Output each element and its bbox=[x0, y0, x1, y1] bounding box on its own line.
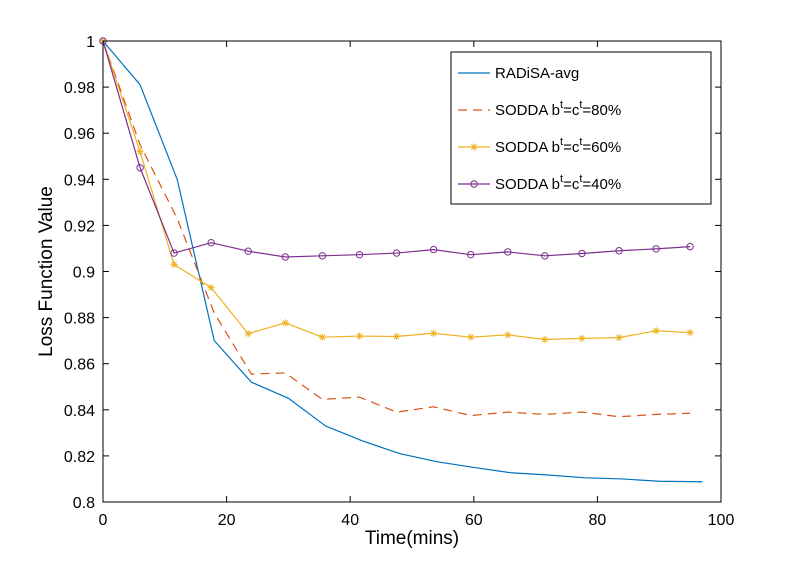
y-tick-label: 0.88 bbox=[64, 311, 95, 328]
x-tick-label: 0 bbox=[99, 512, 108, 529]
x-tick-label: 80 bbox=[589, 512, 607, 529]
data-point bbox=[467, 333, 475, 341]
legend-marker bbox=[470, 143, 478, 151]
legend-label: RADiSA-avg bbox=[495, 65, 579, 82]
data-point bbox=[652, 327, 660, 335]
data-point bbox=[578, 249, 586, 258]
data-point bbox=[615, 334, 623, 342]
data-point bbox=[392, 332, 401, 341]
data-point bbox=[136, 164, 144, 172]
data-point bbox=[244, 330, 252, 338]
data-point bbox=[615, 247, 623, 255]
x-axis-title: Time(mins) bbox=[365, 528, 459, 549]
data-point bbox=[207, 238, 215, 247]
data-point bbox=[541, 252, 549, 260]
data-point bbox=[652, 245, 660, 253]
y-tick-label: 0.82 bbox=[64, 449, 95, 466]
data-point bbox=[686, 328, 694, 337]
legend-label: SODDA bt=ct=60% bbox=[495, 136, 621, 156]
data-point bbox=[318, 333, 326, 341]
legend-entry: SODDA bt=ct=80% bbox=[458, 99, 621, 119]
series-3 bbox=[99, 37, 694, 344]
y-tick-label: 0.96 bbox=[64, 126, 95, 143]
data-point bbox=[136, 148, 144, 156]
data-point bbox=[355, 332, 364, 340]
y-tick-label: 1 bbox=[86, 34, 95, 51]
data-point bbox=[429, 245, 438, 254]
data-point bbox=[281, 253, 290, 261]
legend-entry: SODDA bt=ct=60% bbox=[458, 136, 621, 156]
y-tick-label: 0.94 bbox=[64, 172, 95, 189]
data-point bbox=[686, 242, 694, 251]
data-point bbox=[355, 250, 364, 259]
series-1 bbox=[102, 40, 703, 483]
data-point bbox=[207, 284, 215, 292]
data-point bbox=[392, 249, 401, 257]
x-tick-label: 60 bbox=[465, 512, 483, 529]
data-point bbox=[541, 335, 549, 344]
x-tick-labels: 0 20 40 60 80 100 bbox=[99, 512, 735, 529]
data-point bbox=[578, 334, 586, 342]
data-point bbox=[244, 247, 252, 255]
x-tick-label: 100 bbox=[708, 512, 735, 529]
data-point bbox=[467, 250, 475, 259]
legend-label: SODDA bt=ct=40% bbox=[495, 173, 621, 193]
legend-entry: SODDA bt=ct=40% bbox=[458, 173, 621, 193]
y-tick-label: 0.9 bbox=[73, 265, 95, 282]
data-point bbox=[170, 249, 178, 257]
legend-entry: RADiSA-avg bbox=[458, 65, 579, 82]
series-group bbox=[99, 37, 703, 483]
y-tick-label: 0.98 bbox=[64, 80, 95, 97]
data-point bbox=[504, 248, 512, 256]
legend-label: SODDA bt=ct=80% bbox=[495, 99, 621, 119]
legend: RADiSA-avg SODDA bt=ct=80% SODDA bt=ct=60%… bbox=[450, 51, 712, 205]
legend-marker bbox=[470, 180, 478, 188]
x-tick-label: 40 bbox=[341, 512, 359, 529]
y-tick-label: 0.92 bbox=[64, 218, 95, 235]
series-4 bbox=[99, 37, 694, 261]
y-tick-label: 0.86 bbox=[64, 357, 95, 374]
y-tick-label: 0.8 bbox=[73, 495, 95, 512]
legend-box bbox=[450, 51, 712, 205]
data-point bbox=[504, 331, 512, 339]
y-axis-title: Loss Function Value bbox=[36, 186, 57, 357]
data-point bbox=[281, 319, 289, 327]
data-point bbox=[170, 260, 178, 269]
data-point bbox=[430, 329, 438, 337]
x-tick-label: 20 bbox=[218, 512, 236, 529]
series-line bbox=[102, 40, 691, 258]
data-point bbox=[318, 252, 327, 260]
y-tick-label: 0.84 bbox=[64, 403, 95, 420]
series-line bbox=[102, 40, 703, 483]
y-tick-labels: 0.8 0.82 0.84 0.86 0.88 0.9 0.92 0.94 0.96 0.98 1 bbox=[64, 34, 95, 512]
axis-ticks bbox=[102, 40, 722, 503]
